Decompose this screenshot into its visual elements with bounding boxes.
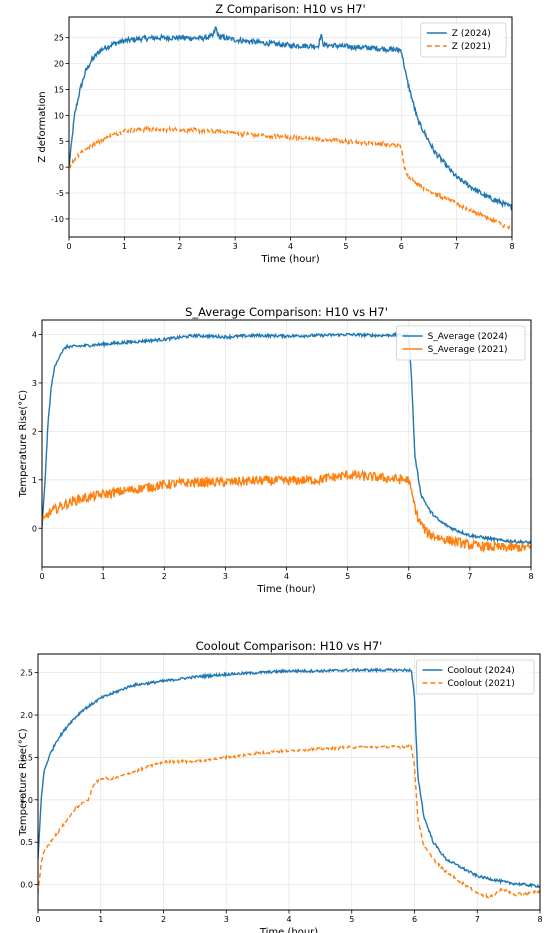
chart-title: Z Comparison: H10 vs H7' bbox=[215, 2, 365, 16]
chart-1: 0 1 2 3 4 5 6 7 8 -10 -5 0 5 10 15 20 25 Z Comparison: H1… bbox=[37, 2, 515, 265]
x-tick-label: 8 bbox=[537, 915, 542, 924]
x-tick-label: 3 bbox=[224, 915, 229, 924]
x-tick-label: 5 bbox=[345, 572, 350, 581]
y-tick-label: 3 bbox=[32, 379, 37, 388]
y-tick-label: 20 bbox=[54, 60, 64, 69]
chart-title: S_Average Comparison: H10 vs H7' bbox=[185, 305, 388, 319]
y-tick-label: 10 bbox=[54, 111, 64, 120]
y-tick-label: -10 bbox=[51, 215, 64, 224]
x-tick-label: 2 bbox=[177, 242, 182, 251]
grid-lines bbox=[68, 17, 513, 237]
x-tick-label: 3 bbox=[223, 572, 228, 581]
legend-label-1: Coolout (2024) bbox=[447, 666, 514, 676]
y-axis-label: Temperature Rise(°C) bbox=[18, 728, 29, 836]
x-axis-label: Time (hour) bbox=[260, 254, 319, 265]
x-tick-label: 6 bbox=[412, 915, 417, 924]
y-tick-label: 2 bbox=[32, 427, 37, 436]
legend-box bbox=[420, 22, 507, 58]
legend: S_Average (2024) S_Average (2021) bbox=[396, 325, 526, 361]
legend-label-1: S_Average (2024) bbox=[428, 332, 508, 342]
x-tick-label: 7 bbox=[467, 572, 472, 581]
x-tick-label: 1 bbox=[122, 242, 127, 251]
y-tick-label: 4 bbox=[32, 331, 37, 340]
series-line-1 bbox=[69, 25, 512, 211]
legend-box bbox=[415, 659, 535, 695]
x-tick-label: 7 bbox=[475, 915, 480, 924]
series-line-2 bbox=[38, 743, 540, 899]
series-line-2 bbox=[42, 468, 531, 554]
x-tick-label: 7 bbox=[454, 242, 459, 251]
x-tick-label: 4 bbox=[284, 572, 289, 581]
x-tick-label: 2 bbox=[162, 572, 167, 581]
x-tick-label: 0 bbox=[35, 915, 40, 924]
x-tick-label: 1 bbox=[101, 572, 106, 581]
y-tick-label: -5 bbox=[56, 189, 64, 198]
x-tick-label: 0 bbox=[39, 572, 44, 581]
x-tick-label: 1 bbox=[98, 915, 103, 924]
x-tick-label: 3 bbox=[233, 242, 238, 251]
x-axis-label: Time (hour) bbox=[259, 927, 318, 933]
x-tick-label: 5 bbox=[349, 915, 354, 924]
y-tick-label: 2.5 bbox=[20, 669, 33, 678]
series-line-1 bbox=[38, 667, 540, 889]
legend-label-2: Coolout (2021) bbox=[447, 679, 514, 689]
x-tick-label: 4 bbox=[286, 915, 291, 924]
y-tick-label: 1 bbox=[32, 476, 37, 485]
x-tick-label: 4 bbox=[288, 242, 293, 251]
legend-label-2: S_Average (2021) bbox=[428, 345, 508, 355]
legend-label-1: Z (2024) bbox=[452, 29, 491, 39]
y-tick-label: 1.0 bbox=[20, 796, 33, 805]
x-tick-label: 6 bbox=[399, 242, 404, 251]
x-tick-label: 8 bbox=[528, 572, 533, 581]
y-tick-label: 1.5 bbox=[20, 753, 33, 762]
y-tick-label: 15 bbox=[54, 85, 64, 94]
legend: Coolout (2024) Coolout (2021) bbox=[415, 659, 535, 695]
x-tick-label: 6 bbox=[406, 572, 411, 581]
y-tick-label: 0 bbox=[59, 163, 64, 172]
chart-3: 0 1 2 3 4 5 6 7 8 0.0 0.5 1.0 1.5 2.0 2.5 Coolout Compa… bbox=[18, 639, 543, 933]
y-tick-label: 2.0 bbox=[20, 711, 33, 720]
series-line-2 bbox=[69, 124, 512, 231]
y-tick-label: 0 bbox=[32, 524, 37, 533]
x-axis-label: Time (hour) bbox=[256, 584, 315, 595]
y-tick-label: 0.5 bbox=[20, 838, 33, 847]
x-tick-label: 5 bbox=[343, 242, 348, 251]
y-tick-label: 5 bbox=[59, 137, 64, 146]
y-tick-label: 0.0 bbox=[20, 881, 33, 890]
legend-box bbox=[396, 325, 526, 361]
chart-title: Coolout Comparison: H10 vs H7' bbox=[196, 639, 383, 653]
x-tick-label: 8 bbox=[509, 242, 514, 251]
x-tick-label: 2 bbox=[161, 915, 166, 924]
x-tick-label: 0 bbox=[66, 242, 71, 251]
legend-label-2: Z (2021) bbox=[452, 42, 491, 52]
y-axis-label: Temperature Rise(°C) bbox=[18, 390, 29, 498]
y-tick-label: 25 bbox=[54, 34, 64, 43]
legend: Z (2024) Z (2021) bbox=[420, 22, 507, 58]
chart-2: 0 1 2 3 4 5 6 7 8 0 1 2 3 4 S_Average Comparison: H10 … bbox=[18, 305, 534, 595]
y-axis-label: Z deformation bbox=[37, 91, 48, 162]
series-line-1 bbox=[42, 331, 531, 546]
